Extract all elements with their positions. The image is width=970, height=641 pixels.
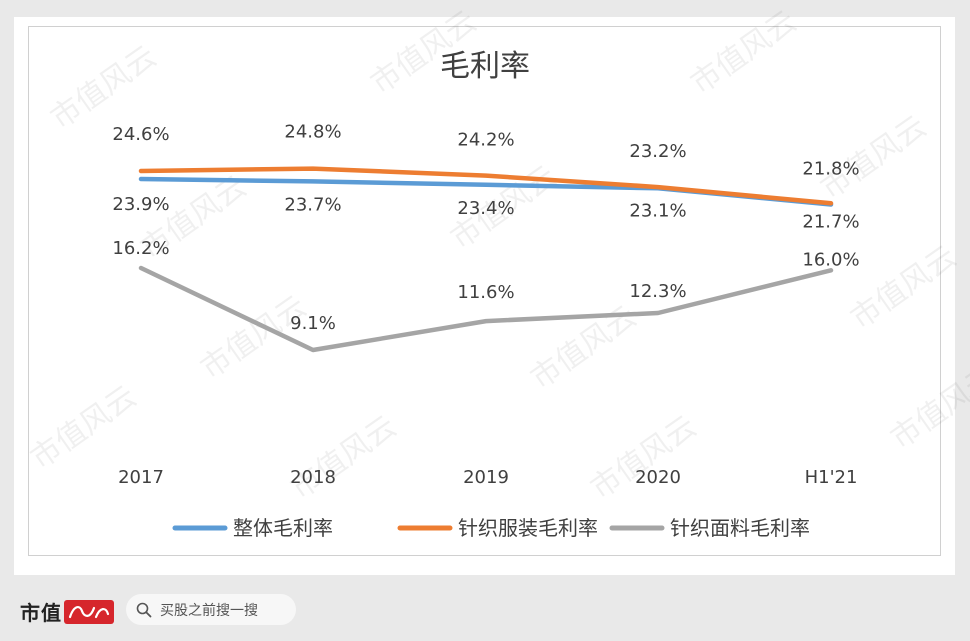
brand-logo [64, 599, 114, 624]
watermark-text: 市值风云 [685, 4, 803, 101]
series-line-2 [138, 166, 834, 206]
x-tick-label: 2020 [635, 467, 681, 488]
brand-name: 市值 [20, 601, 62, 625]
legend: 整体毛利率 针织服装毛利率 针织面料毛利率 [172, 516, 810, 540]
x-tick-label: H1'21 [805, 467, 858, 488]
brand[interactable]: 市值 [20, 597, 114, 626]
data-label-layer: 23.9% 23.7% 23.4% 23.1% 21.7% 24.6% 24.8% 24.2%… [112, 122, 859, 334]
x-tick-label: 2019 [463, 467, 509, 488]
legend-label: 针织服装毛利率 [458, 516, 598, 540]
watermark-text: 市值风云 [25, 379, 143, 476]
data-label: 21.8% [802, 158, 859, 179]
chart-title: 毛利率 [440, 49, 530, 84]
data-label: 16.0% [802, 249, 859, 270]
series-line-3 [138, 265, 834, 353]
search-icon [136, 602, 152, 617]
data-label: 9.1% [290, 313, 336, 334]
data-label: 24.2% [457, 130, 514, 151]
legend-label: 针织面料毛利率 [670, 516, 810, 540]
watermark-text: 市值风云 [45, 39, 163, 136]
chart-frame [28, 26, 941, 556]
data-label: 16.2% [112, 238, 169, 259]
data-label: 23.9% [112, 194, 169, 215]
data-label: 23.4% [457, 198, 514, 219]
data-label: 23.1% [629, 200, 686, 221]
search-placeholder: 买股之前搜一搜 [160, 602, 258, 619]
search-box[interactable]: 买股之前搜一搜 [126, 594, 296, 625]
x-axis: 2017 2018 2019 2020 H1'21 [118, 467, 857, 488]
watermark-text: 市值风云 [285, 409, 403, 506]
data-label: 24.8% [284, 122, 341, 143]
data-label: 21.7% [802, 212, 859, 233]
watermark-text: 市值风云 [885, 359, 970, 456]
x-tick-label: 2017 [118, 467, 164, 488]
data-label: 23.7% [284, 194, 341, 215]
series-layer [138, 166, 834, 353]
watermark-text: 市值风云 [845, 239, 963, 336]
x-tick-label: 2018 [290, 467, 336, 488]
data-label: 24.6% [112, 124, 169, 145]
data-label: 23.2% [629, 141, 686, 162]
watermark-text: 市值风云 [585, 409, 703, 506]
data-label: 11.6% [457, 282, 514, 303]
data-label: 12.3% [629, 281, 686, 302]
legend-label: 整体毛利率 [233, 516, 333, 540]
